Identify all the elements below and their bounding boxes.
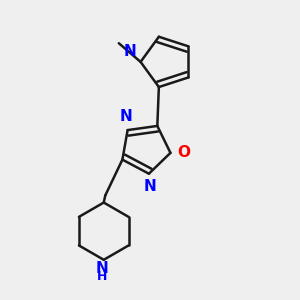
Text: O: O — [177, 145, 190, 160]
Text: N: N — [96, 261, 109, 276]
Text: N: N — [120, 110, 132, 124]
Text: N: N — [144, 179, 157, 194]
Text: N: N — [124, 44, 137, 59]
Text: H: H — [97, 270, 107, 283]
